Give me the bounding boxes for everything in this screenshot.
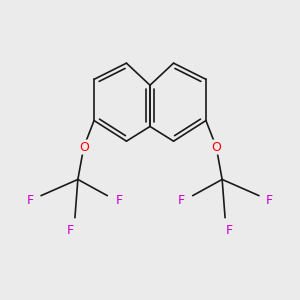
Text: F: F <box>67 224 74 238</box>
Text: F: F <box>226 224 233 238</box>
Text: F: F <box>116 194 123 207</box>
Text: F: F <box>177 194 184 207</box>
Text: O: O <box>211 141 221 154</box>
Text: F: F <box>266 194 273 207</box>
Text: O: O <box>79 141 89 154</box>
Text: F: F <box>27 194 34 207</box>
